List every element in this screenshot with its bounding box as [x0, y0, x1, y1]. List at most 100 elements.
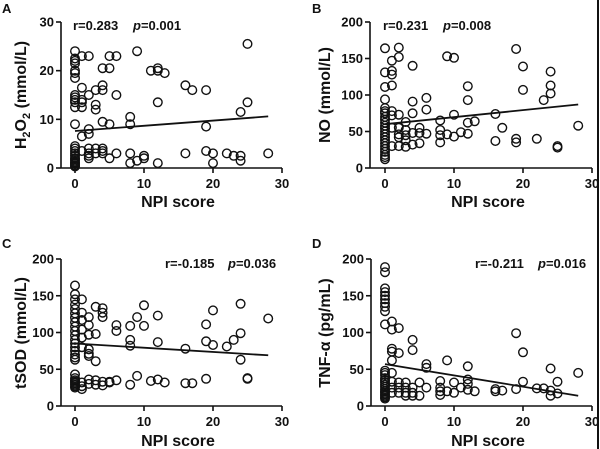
regression-line [384, 363, 579, 397]
data-point [207, 305, 218, 316]
x-tick-label: 30 [275, 414, 289, 429]
data-point [552, 376, 563, 387]
data-point [490, 386, 501, 397]
data-point [90, 143, 101, 154]
data-point [111, 89, 122, 100]
data-point [242, 97, 253, 108]
data-point [518, 61, 529, 72]
data-point [386, 65, 397, 76]
data-point [497, 122, 508, 133]
data-point [111, 148, 122, 159]
data-point [242, 373, 253, 384]
data-point [69, 289, 80, 300]
scatter-points [380, 42, 584, 165]
y-tick-label: 200 [32, 252, 54, 267]
data-point [83, 320, 94, 331]
data-point [76, 102, 87, 113]
x-tick-label: 0 [71, 414, 78, 429]
data-point [462, 374, 473, 385]
data-point [90, 356, 101, 367]
p-value: p=0.036 [227, 256, 276, 271]
y-tick-label: 150 [32, 288, 54, 303]
data-point [180, 80, 191, 91]
data-point [97, 312, 108, 323]
data-point [380, 287, 391, 298]
data-point [69, 68, 80, 79]
data-point [393, 348, 404, 359]
data-point [380, 94, 391, 105]
data-point [69, 382, 80, 393]
data-point [400, 135, 411, 146]
x-tick-label: 20 [206, 176, 220, 191]
x-tick-label: 20 [516, 176, 530, 191]
data-point [407, 96, 418, 107]
y-tick-label: 0 [47, 399, 54, 414]
data-point [97, 116, 108, 127]
x-tick-label: 0 [381, 176, 388, 191]
r-value: r=-0.185 [165, 256, 215, 271]
data-point [201, 145, 212, 156]
data-point [180, 148, 191, 159]
data-point [263, 148, 274, 159]
data-point [386, 387, 397, 398]
data-point [152, 65, 163, 76]
data-point [104, 153, 115, 164]
data-point [125, 340, 136, 351]
data-point [145, 376, 156, 387]
x-tick-label: 20 [206, 414, 220, 429]
data-point [407, 390, 418, 401]
panel-c: C tSOD (mmol/L) NPI score r=-0.185 p=0.0… [2, 236, 289, 449]
data-point [97, 63, 108, 74]
r-value: r=-0.211 [475, 256, 524, 271]
x-tick-label: 10 [137, 176, 151, 191]
data-point [152, 97, 163, 108]
data-point [545, 66, 556, 77]
x-tick-label: 10 [447, 176, 461, 191]
data-point [132, 312, 143, 323]
data-point [435, 115, 446, 126]
data-point [393, 129, 404, 140]
data-point [90, 329, 101, 340]
data-point [421, 359, 432, 370]
axes: 0 50 100 150 200 0 10 20 30 [342, 252, 599, 430]
data-point [83, 351, 94, 362]
data-point [442, 129, 453, 140]
data-point [104, 51, 115, 62]
data-point [97, 376, 108, 387]
data-point [242, 38, 253, 49]
data-point [97, 307, 108, 318]
panel-label: D [312, 236, 321, 251]
p-value: p=0.016 [537, 256, 586, 271]
data-point [76, 131, 87, 142]
data-point [69, 102, 80, 113]
data-point [380, 301, 391, 312]
data-point [207, 148, 218, 159]
data-point [469, 386, 480, 397]
x-axis-label: NPI score [451, 194, 525, 211]
data-point [104, 63, 115, 74]
data-point [393, 109, 404, 120]
data-point [386, 141, 397, 152]
data-point [386, 343, 397, 354]
p-value: p=0.008 [442, 18, 491, 33]
data-point [393, 42, 404, 53]
data-point [393, 377, 404, 388]
data-point [69, 97, 80, 108]
data-point [76, 51, 87, 62]
data-point [380, 81, 391, 92]
x-tick-label: 30 [585, 414, 599, 429]
x-tick-label: 10 [447, 414, 461, 429]
data-point [132, 46, 143, 57]
data-point [573, 367, 584, 378]
data-point [442, 386, 453, 397]
data-point [421, 128, 432, 139]
data-point [69, 280, 80, 291]
y-tick-label: 150 [342, 288, 364, 303]
axes: 0 50 100 150 200 0 10 20 30 [341, 15, 599, 192]
data-point [380, 146, 391, 157]
data-point [111, 51, 122, 62]
data-point [421, 92, 432, 103]
data-point [386, 110, 397, 121]
y-tick-label: 30 [40, 15, 54, 30]
